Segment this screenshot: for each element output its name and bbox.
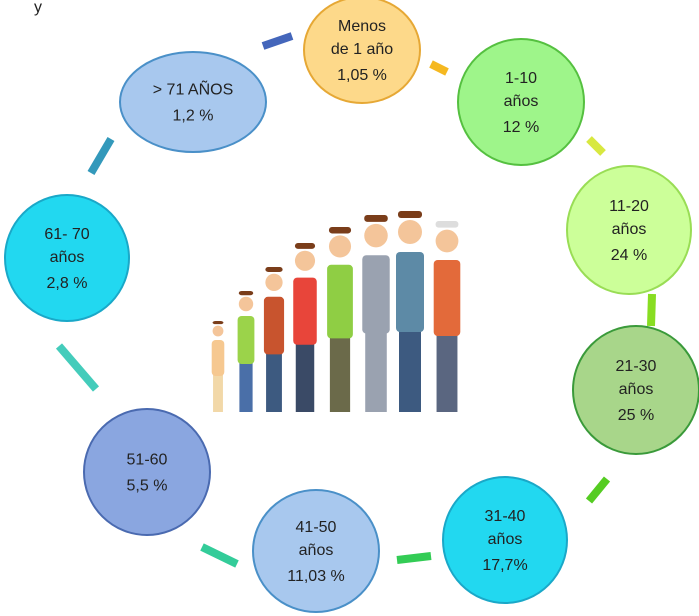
node-label: > 71 AÑOS [153, 79, 234, 99]
leg [296, 336, 314, 412]
torso [264, 297, 284, 355]
node-label: años [612, 221, 647, 238]
node-value: 11,03 % [287, 568, 345, 585]
leg [437, 327, 458, 413]
node-value: 5,5 % [127, 478, 168, 495]
leg [399, 322, 421, 412]
head [398, 220, 422, 244]
node-label: años [488, 531, 523, 548]
node-value: 25 % [618, 407, 654, 424]
leg [330, 329, 350, 412]
node-value: 1,05 % [337, 67, 387, 84]
leg [266, 347, 282, 412]
torso [434, 260, 461, 336]
torso [293, 278, 317, 345]
hair [239, 291, 253, 295]
head [329, 235, 351, 257]
node: Menos de 1 año 1,05 % [304, 0, 420, 103]
people-illustration [212, 211, 461, 412]
connector [651, 294, 652, 326]
connector [589, 479, 607, 501]
torso [362, 255, 389, 333]
node: 1-10 años 12 % [458, 39, 584, 165]
node-label: de 1 año [331, 41, 393, 58]
node: > 71 AÑOS 1,2 % [120, 52, 266, 152]
node-label: Menos [338, 18, 386, 35]
connector [589, 139, 603, 153]
connector [431, 64, 447, 72]
node-circle [84, 409, 210, 535]
node-label: 11-20 [609, 198, 649, 215]
leg [213, 372, 223, 413]
node-label: años [299, 542, 334, 559]
node-circle [120, 52, 266, 152]
head [265, 274, 282, 291]
hair [398, 211, 422, 218]
node: 61- 70 años 2,8 % [5, 195, 129, 321]
node-label: 51-60 [127, 452, 168, 469]
diagram: y Menos de 1 año 1,05 % 1-10 años 12 % 11-20 añ… [0, 0, 699, 616]
leg [239, 358, 252, 412]
torso [238, 316, 255, 364]
hair [265, 267, 282, 272]
node-label: años [504, 93, 539, 110]
head [436, 230, 459, 253]
connector [202, 547, 237, 564]
node-label: 21-30 [616, 358, 657, 375]
node-label: 31-40 [485, 508, 526, 525]
leg [365, 324, 387, 412]
hair [329, 227, 351, 233]
node: 31-40 años 17,7% [443, 477, 567, 603]
node-label: 61- 70 [44, 226, 89, 243]
hair [436, 221, 459, 228]
head [364, 224, 388, 248]
connector [397, 556, 431, 560]
torso [212, 340, 225, 376]
connector [59, 346, 96, 389]
hair [364, 215, 388, 222]
node-value: 1,2 % [173, 108, 214, 125]
node-label: años [619, 381, 654, 398]
node: 21-30 años 25 % [573, 326, 699, 454]
corner-text: y [34, 0, 42, 16]
node-label: 41-50 [296, 519, 337, 536]
node-value: 2,8 % [47, 275, 88, 292]
connector [263, 36, 292, 46]
node-label: años [50, 249, 85, 266]
head [295, 251, 315, 271]
head [239, 297, 253, 311]
torso [327, 265, 353, 339]
node: 51-60 5,5 % [84, 409, 210, 535]
connector [91, 139, 111, 173]
node-value: 17,7% [482, 557, 527, 574]
head [213, 326, 224, 337]
node-value: 24 % [611, 247, 647, 264]
hair [295, 243, 315, 249]
node: 41-50 años 11,03 % [253, 490, 379, 612]
node-value: 12 % [503, 119, 539, 136]
node-label: 1-10 [505, 70, 537, 87]
node: 11-20 años 24 % [567, 166, 691, 294]
hair [213, 321, 224, 324]
torso [396, 252, 424, 332]
